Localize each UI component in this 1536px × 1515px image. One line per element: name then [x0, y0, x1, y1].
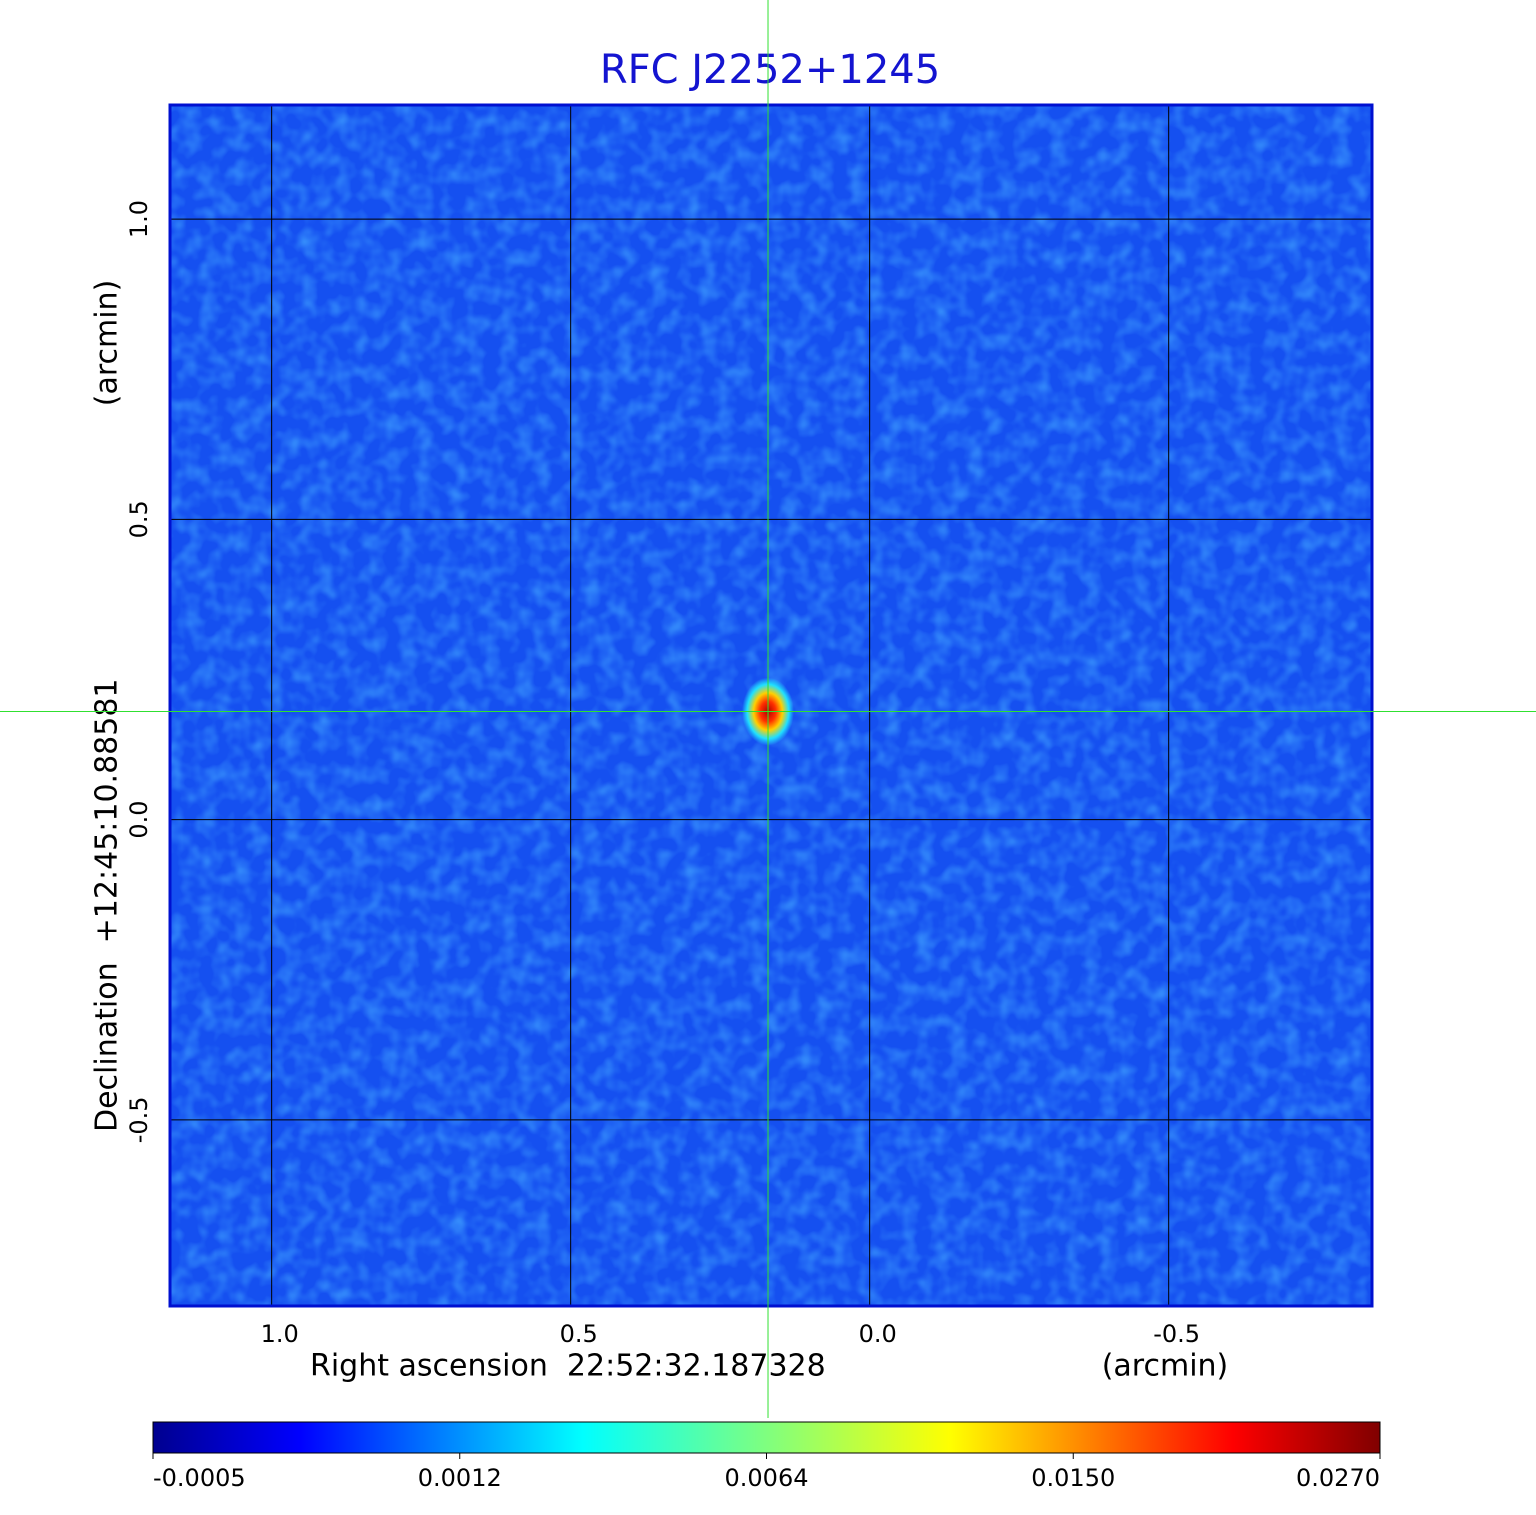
y-axis-label: Declination +12:45:10.88581 — [90, 678, 125, 1132]
x-axis-unit: (arcmin) — [1102, 1349, 1229, 1384]
x-tick-label: 1.0 — [261, 1320, 299, 1348]
chart-title: RFC J2252+1245 — [600, 47, 940, 93]
x-tick-label: 0.5 — [560, 1320, 598, 1348]
colorbar-tick-label: 0.0270 — [1296, 1464, 1380, 1492]
x-tick-label: -0.5 — [1153, 1320, 1200, 1348]
colorbar-tick-label: 0.0012 — [418, 1464, 502, 1492]
y-tick-label: 0.0 — [125, 801, 153, 839]
y-tick-label: 0.5 — [125, 500, 153, 538]
x-axis-label: Right ascension 22:52:32.187328 — [310, 1349, 826, 1384]
y-axis-unit: (arcmin) — [90, 280, 125, 407]
y-tick-label: -0.5 — [125, 1096, 153, 1143]
plot-border — [168, 103, 1374, 1308]
y-tick-label: 1.0 — [125, 200, 153, 238]
colorbar-tick-label: 0.0150 — [1031, 1464, 1115, 1492]
colorbar-tick-label: -0.0005 — [153, 1464, 246, 1492]
plot-area — [170, 105, 1372, 1306]
x-tick-label: 0.0 — [859, 1320, 897, 1348]
colorbar-tick-label: 0.0064 — [725, 1464, 809, 1492]
colorbar — [152, 1421, 1381, 1454]
